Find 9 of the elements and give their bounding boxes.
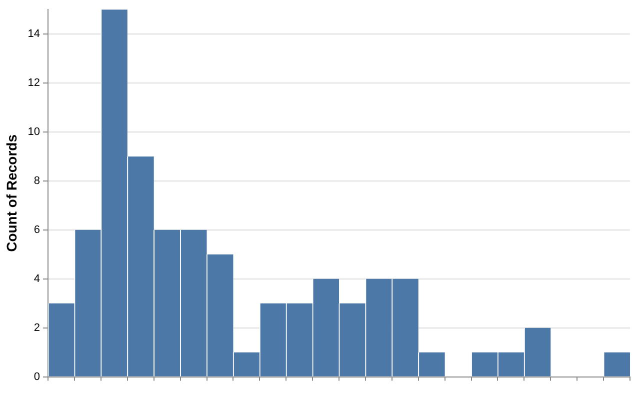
y-tick-label: 10 bbox=[28, 126, 40, 138]
y-tick-label: 12 bbox=[28, 77, 40, 90]
y-tick-label: 2 bbox=[34, 322, 40, 334]
y-axis-title: Count of Records bbox=[3, 134, 20, 252]
y-tick-label: 4 bbox=[34, 272, 40, 285]
y-tick-label: 6 bbox=[34, 224, 40, 236]
y-tick-label: 0 bbox=[34, 370, 40, 383]
y-tick-label: 8 bbox=[34, 174, 40, 187]
y-tick-label: 14 bbox=[28, 28, 40, 40]
